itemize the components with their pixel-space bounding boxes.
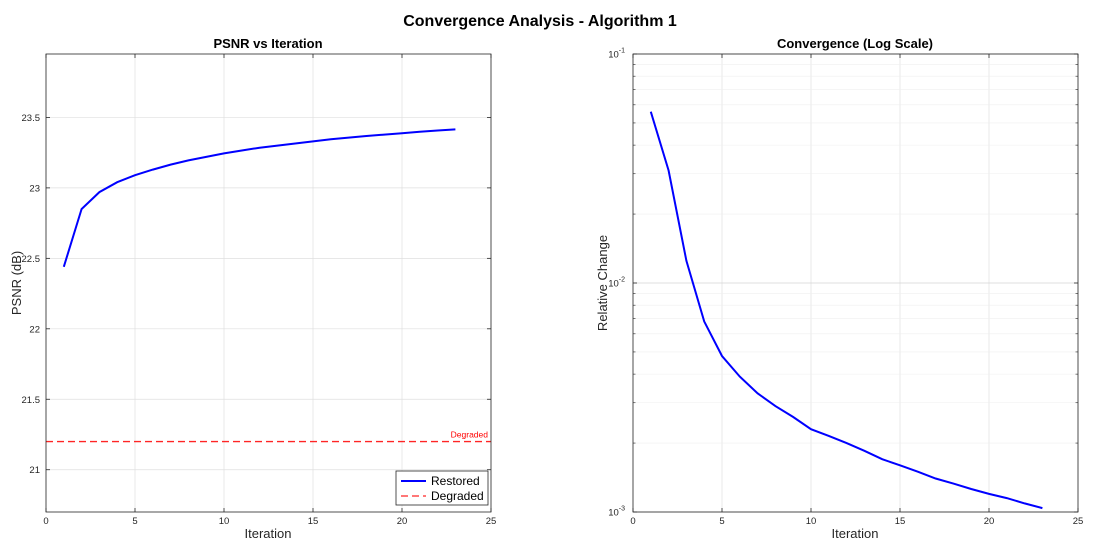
- relative-change-series-line: [649, 111, 1043, 510]
- psnr-y-tick-label: 22.5: [22, 254, 41, 265]
- psnr-y-tick-label: 22: [29, 324, 40, 335]
- psnr-x-tick-label: 0: [43, 516, 48, 527]
- psnr-plot: 0 5 10 15 20 25 21 21.5 22 22.5 23 23.5 Degraded PS…: [9, 36, 496, 541]
- log-x-axis-label: Iteration: [832, 526, 879, 541]
- legend-degraded-label: Degraded: [431, 489, 484, 503]
- psnr-y-tick-label: 23: [29, 183, 40, 194]
- log-x-tick-label: 20: [984, 516, 995, 527]
- log-x-tick-label: 5: [719, 516, 724, 527]
- psnr-grid: [45, 54, 492, 512]
- figure-suptitle: Convergence Analysis - Algorithm 1: [403, 13, 677, 30]
- log-x-tick-label: 0: [630, 516, 635, 527]
- psnr-x-tick-label: 20: [397, 516, 408, 527]
- psnr-x-tick-label: 5: [132, 516, 137, 527]
- psnr-plot-frame: [45, 53, 492, 513]
- legend-box: [395, 470, 489, 506]
- log-grid: [632, 53, 1079, 513]
- log-plot-frame: [632, 53, 1079, 513]
- degraded-annotation: Degraded: [451, 430, 489, 440]
- psnr-y-tick-label: 21.5: [22, 395, 41, 406]
- log-x-tick-label: 25: [1073, 516, 1084, 527]
- log-y-axis-label: Relative Change: [595, 235, 610, 331]
- log-x-tick-label: 15: [895, 516, 906, 527]
- psnr-x-axis-label: Iteration: [245, 526, 292, 541]
- psnr-ticks: 0 5 10 15 20 25 21 21.5 22 22.5 23 23.5: [22, 54, 497, 527]
- psnr-x-tick-label: 15: [308, 516, 319, 527]
- psnr-y-tick-label: 23.5: [22, 113, 41, 124]
- psnr-y-axis-label: PSNR (dB): [9, 251, 24, 315]
- psnr-legend: Restored Degraded: [395, 470, 489, 506]
- log-plot-title: Convergence (Log Scale): [777, 36, 933, 51]
- legend-restored-label: Restored: [431, 474, 480, 488]
- psnr-x-tick-label: 10: [219, 516, 230, 527]
- restored-series-line: [62, 128, 456, 268]
- psnr-x-tick-label: 25: [486, 516, 497, 527]
- psnr-plot-area: [46, 54, 491, 512]
- log-x-tick-label: 10: [806, 516, 817, 527]
- psnr-plot-title: PSNR vs Iteration: [213, 36, 322, 51]
- psnr-y-tick-label: 21: [29, 465, 40, 476]
